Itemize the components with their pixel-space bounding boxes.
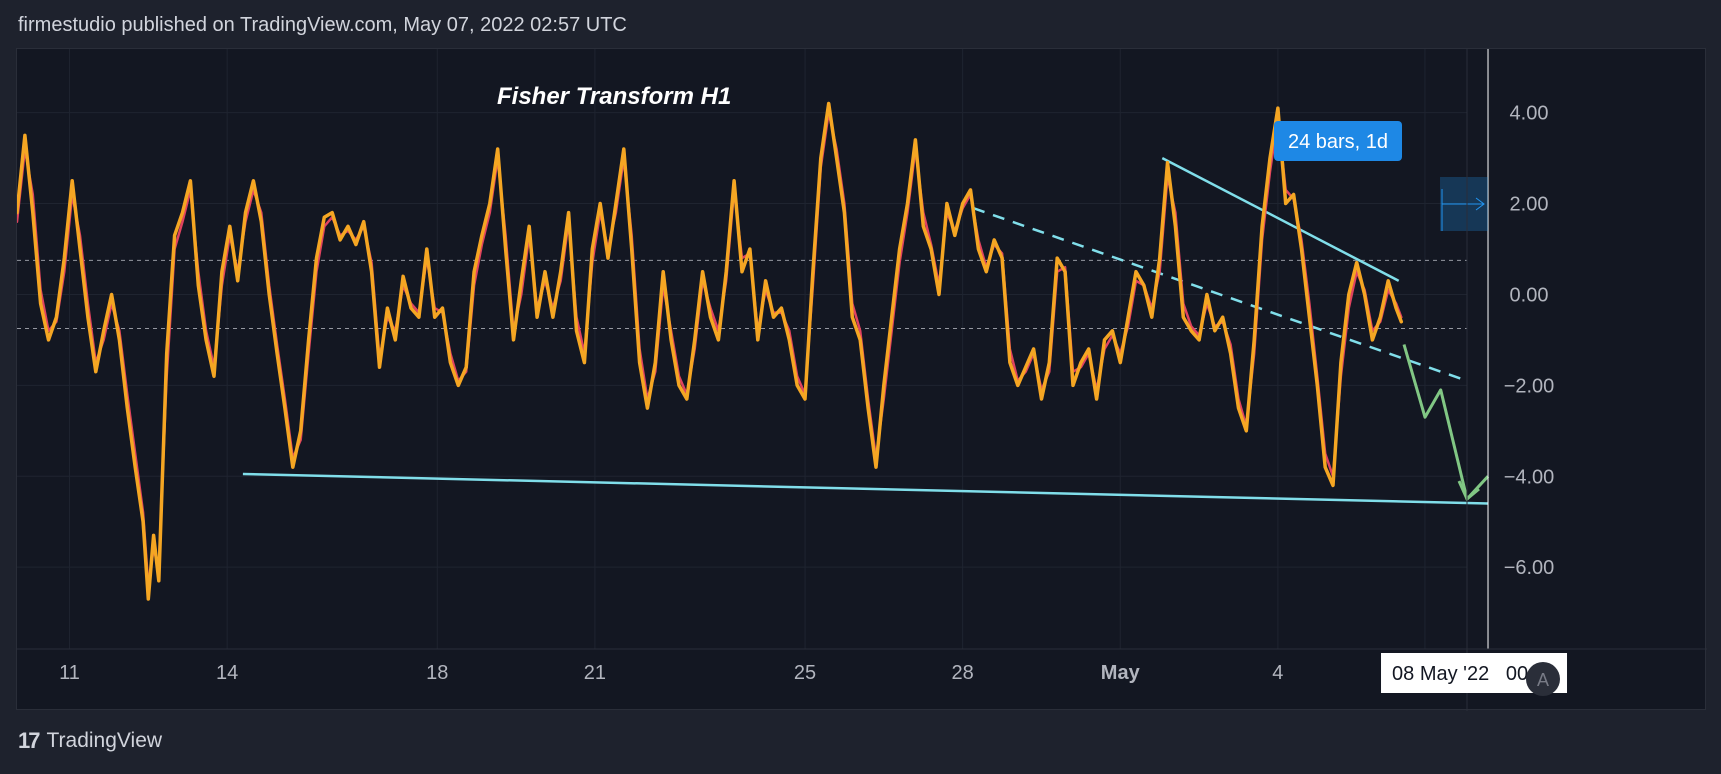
x-tick-label: 25 [794, 662, 816, 684]
publish-header: firmestudio published on TradingView.com… [18, 14, 627, 36]
tradingview-logo-icon[interactable]: 17 [18, 728, 41, 753]
y-tick-label: −4.00 [1504, 466, 1555, 488]
x-tick-label: 21 [584, 662, 606, 684]
plot-area [17, 49, 1467, 649]
trendline-0[interactable] [242, 472, 1489, 505]
x-tick-label: May [1101, 662, 1141, 684]
chart-title: Fisher Transform H1 [497, 83, 731, 110]
auto-scale-icon: A [1537, 670, 1549, 690]
brand-name[interactable]: TradingView [46, 729, 163, 752]
x-tick-label: 11 [59, 662, 80, 684]
measure-label: 24 bars, 1d [1288, 131, 1388, 153]
crosshair-time-label: 08 May '22 00:00 [1392, 663, 1556, 685]
footer: 17 TradingView [18, 728, 162, 754]
trendline-2[interactable] [972, 206, 1468, 382]
x-tick-label: 28 [952, 662, 974, 684]
y-tick-label: 0.00 [1510, 284, 1549, 306]
x-tick-label: 18 [426, 662, 448, 684]
y-tick-label: −2.00 [1504, 375, 1555, 397]
trendline-1[interactable] [1161, 156, 1400, 282]
series-line-0[interactable] [17, 101, 1404, 601]
measure-label-box [1274, 121, 1402, 161]
y-tick-label: −6.00 [1504, 557, 1555, 579]
y-tick-label: 2.00 [1510, 194, 1549, 216]
auto-scale-button[interactable] [1526, 662, 1560, 696]
chart-panel: 24 bars, 1d Fisher Transform H1 4.00 2.00 0.… [16, 48, 1707, 711]
x-tick-label: 14 [216, 662, 238, 684]
y-tick-label: 4.00 [1510, 103, 1549, 125]
measure-arrowhead [1475, 197, 1485, 211]
fisher-transform-chart[interactable]: 24 bars, 1d Fisher Transform H1 4.00 2.00 0.… [17, 49, 1707, 711]
x-tick-label: 4 [1272, 662, 1283, 684]
